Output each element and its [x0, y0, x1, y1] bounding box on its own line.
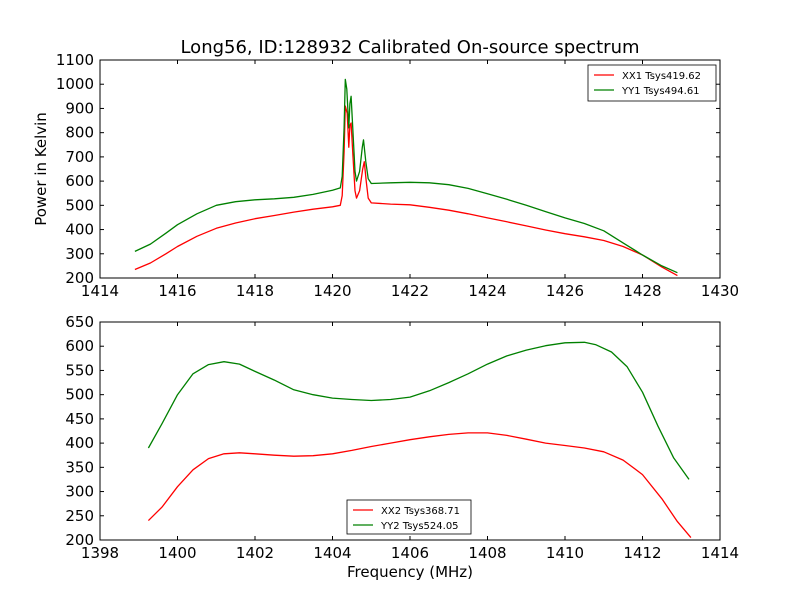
x-tick-label: 1418	[236, 282, 274, 300]
legend-entry: XX2 Tsys368.71	[381, 506, 460, 517]
x-tick-label: 1422	[391, 282, 429, 300]
x-tick-label: 1414	[701, 544, 739, 562]
x-tick-label: 1414	[81, 282, 119, 300]
legend-entry: YY2 Tsys524.05	[380, 521, 459, 532]
y-tick-label: 700	[65, 148, 94, 166]
y-tick-label: 1100	[56, 51, 94, 69]
x-tick-label: 1430	[701, 282, 739, 300]
x-tick-label: 1410	[546, 544, 584, 562]
x-tick-label: 1424	[468, 282, 506, 300]
series-line-yy1	[134, 78, 678, 274]
legend-entry: XX1 Tsys419.62	[622, 71, 701, 82]
y-tick-label: 600	[65, 337, 94, 355]
bottom-panel: 1398 1400 1402 1404 1406 1408 1410 1412 1414 200 2…	[65, 313, 739, 581]
y-tick-label: 400	[65, 434, 94, 452]
legend: XX2 Tsys368.71 YY2 Tsys524.05	[346, 499, 472, 535]
y-tick-label: 900	[65, 99, 94, 117]
x-tick-label: 1400	[158, 544, 196, 562]
x-tick-label: 1404	[313, 544, 351, 562]
x-axis-label: Frequency (MHz)	[347, 563, 473, 581]
y-tick-label: 650	[65, 313, 94, 331]
y-tick-label: 250	[65, 507, 94, 525]
series-line-xx1	[134, 105, 678, 277]
y-tick-label: 300	[65, 245, 94, 263]
y-tick-label: 1000	[56, 75, 94, 93]
x-tick-label: 1420	[313, 282, 351, 300]
y-axis-label: Power in Kelvin	[32, 112, 50, 226]
y-tick-label: 600	[65, 172, 94, 190]
legend-box	[346, 499, 472, 535]
series-line-xx2	[147, 432, 692, 539]
x-tick-label: 1408	[468, 544, 506, 562]
legend-entry: YY1 Tsys494.61	[621, 86, 700, 97]
series-line-yy2	[147, 341, 690, 480]
x-tick-label: 1428	[623, 282, 661, 300]
legend: XX1 Tsys419.62 YY1 Tsys494.61	[587, 64, 717, 102]
x-tick-label: 1426	[546, 282, 584, 300]
y-tick-label: 300	[65, 483, 94, 501]
x-tick-label: 1416	[158, 282, 196, 300]
y-tick-label: 800	[65, 124, 94, 142]
x-tick-label: 1398	[81, 544, 119, 562]
y-tick-label: 200	[65, 531, 94, 549]
y-tick-label: 400	[65, 221, 94, 239]
y-tick-label: 500	[65, 196, 94, 214]
x-tick-label: 1402	[236, 544, 274, 562]
y-tick-label: 500	[65, 386, 94, 404]
y-tick-label: 450	[65, 410, 94, 428]
y-tick-label: 550	[65, 361, 94, 379]
x-tick-label: 1412	[623, 544, 661, 562]
figure-title: Long56, ID:128932 Calibrated On-source s…	[180, 37, 639, 58]
y-tick-label: 200	[65, 269, 94, 287]
legend-box	[587, 64, 717, 102]
y-tick-label: 350	[65, 458, 94, 476]
x-tick-label: 1406	[391, 544, 429, 562]
top-panel: 1414 1416 1418 1420 1422 1424 1426 1428 1430 200 3…	[32, 51, 739, 300]
